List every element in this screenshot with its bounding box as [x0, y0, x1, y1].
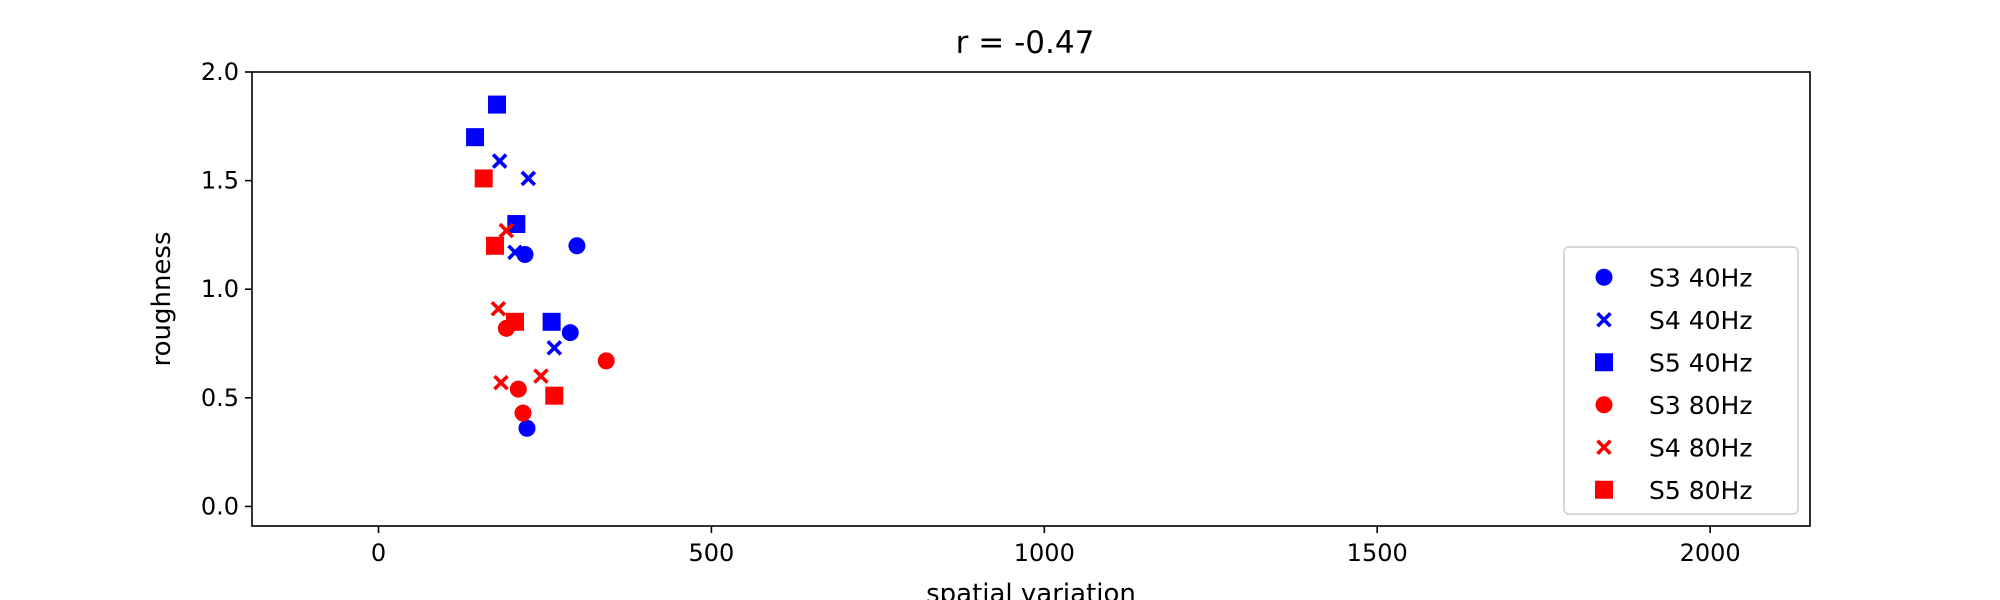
legend-marker [1596, 439, 1612, 456]
x-axis-label: spatial variation [926, 579, 1136, 600]
y-axis: 0.0 0.5 1.0 1.5 2.0 [201, 58, 252, 520]
legend-marker [1595, 396, 1613, 414]
legend-label: S4 40Hz [1649, 306, 1752, 335]
x-tick-label: 2000 [1680, 539, 1741, 567]
data-point [568, 237, 586, 255]
legend-marker [1595, 353, 1613, 372]
legend: S3 40Hz S4 40Hz S5 40Hz S3 80Hz S4 80Hz S5 80… [1563, 246, 1799, 515]
y-tick-label: 1.0 [201, 275, 239, 303]
legend-label: S5 40Hz [1649, 348, 1752, 377]
x-tick-label: 1500 [1347, 539, 1408, 567]
data-point [488, 95, 507, 114]
data-point [491, 153, 508, 169]
legend-label: S3 40Hz [1649, 263, 1752, 292]
x-tick-label: 500 [689, 539, 735, 567]
data-point [520, 170, 537, 187]
data-point [545, 386, 564, 405]
data-point [505, 312, 524, 331]
y-tick-label: 0.0 [201, 492, 239, 520]
x-tick-label: 1000 [1014, 539, 1075, 567]
legend-label: S4 80Hz [1649, 433, 1752, 462]
legend-marker [1595, 268, 1613, 286]
y-axis-label: roughness [147, 231, 177, 366]
x-axis: 0 500 1000 1500 2000 [371, 526, 1741, 567]
data-point [597, 352, 615, 370]
legend-label: S3 80Hz [1649, 391, 1752, 420]
data-point [507, 244, 523, 261]
data-point [466, 128, 485, 147]
data-point [498, 222, 515, 239]
data-point [490, 301, 507, 317]
data-point [533, 368, 549, 384]
data-point [518, 419, 536, 437]
y-tick-label: 1.5 [201, 167, 239, 195]
data-point [542, 312, 561, 331]
data-point [509, 380, 527, 398]
legend-box [1563, 246, 1799, 515]
legend-marker [1595, 480, 1613, 499]
data-markers [466, 95, 615, 437]
data-point [546, 340, 563, 356]
data-point [493, 374, 509, 391]
data-point [474, 169, 493, 188]
legend-label: S5 80Hz [1649, 476, 1752, 505]
data-point [486, 236, 505, 255]
data-point [514, 404, 532, 422]
plot-frame [251, 71, 1811, 527]
chart-title: r = -0.47 [956, 25, 1095, 61]
data-point [561, 324, 579, 342]
x-tick-label: 0 [371, 539, 386, 567]
legend-marker [1596, 311, 1612, 328]
data-point [507, 215, 526, 234]
y-tick-label: 0.5 [201, 384, 239, 412]
y-tick-label: 2.0 [201, 58, 239, 86]
